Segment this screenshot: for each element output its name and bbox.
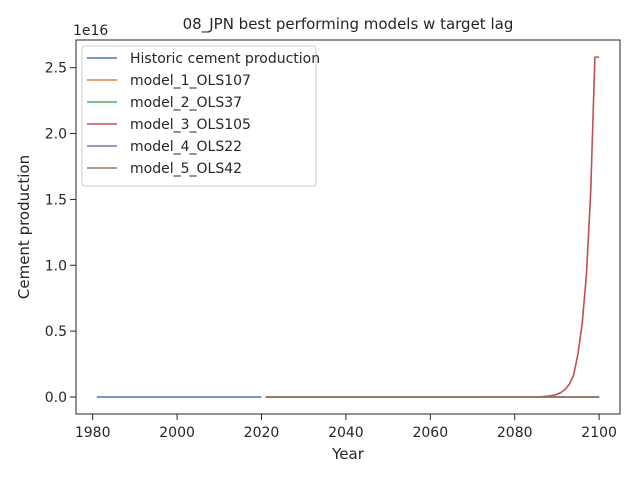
x-tick-label: 2020 <box>244 425 280 441</box>
y-tick-label: 1.5 <box>45 192 67 208</box>
x-tick-label: 2100 <box>581 425 617 441</box>
legend-entry: model_2_OLS37 <box>130 95 242 111</box>
x-tick-label: 2080 <box>497 425 533 441</box>
y-offset-label: 1e16 <box>73 23 108 39</box>
axes-frame <box>75 39 621 415</box>
y-tick-label: 2.0 <box>45 127 67 143</box>
legend-entry: model_5_OLS42 <box>130 161 242 177</box>
legend-entry: model_4_OLS22 <box>130 139 242 155</box>
y-tick-label: 0.5 <box>45 324 67 340</box>
x-tick-label: 2060 <box>412 425 448 441</box>
y-tick-label: 0.0 <box>45 390 67 406</box>
plot-area: 1980 2000 2020 2040 2060 2080 2100 0.0 0.5 1.0 1.5… <box>45 39 621 441</box>
legend: Historic cement production model_1_OLS107… <box>81 45 320 187</box>
y-tick-label: 2.5 <box>45 61 67 77</box>
legend-entry: model_1_OLS107 <box>130 73 251 89</box>
x-tick-label: 1980 <box>75 425 111 441</box>
y-tick-label: 1.0 <box>45 258 67 274</box>
chart-title: 08_JPN best performing models w target l… <box>183 15 514 34</box>
legend-box <box>81 45 317 187</box>
legend-entry: model_3_OLS105 <box>130 117 251 133</box>
legend-entry: Historic cement production <box>130 51 320 67</box>
x-axis-label: Year <box>331 445 365 463</box>
y-axis-label: Cement production <box>15 155 33 299</box>
x-tick-label: 2000 <box>159 425 195 441</box>
x-tick-label: 2040 <box>328 425 364 441</box>
